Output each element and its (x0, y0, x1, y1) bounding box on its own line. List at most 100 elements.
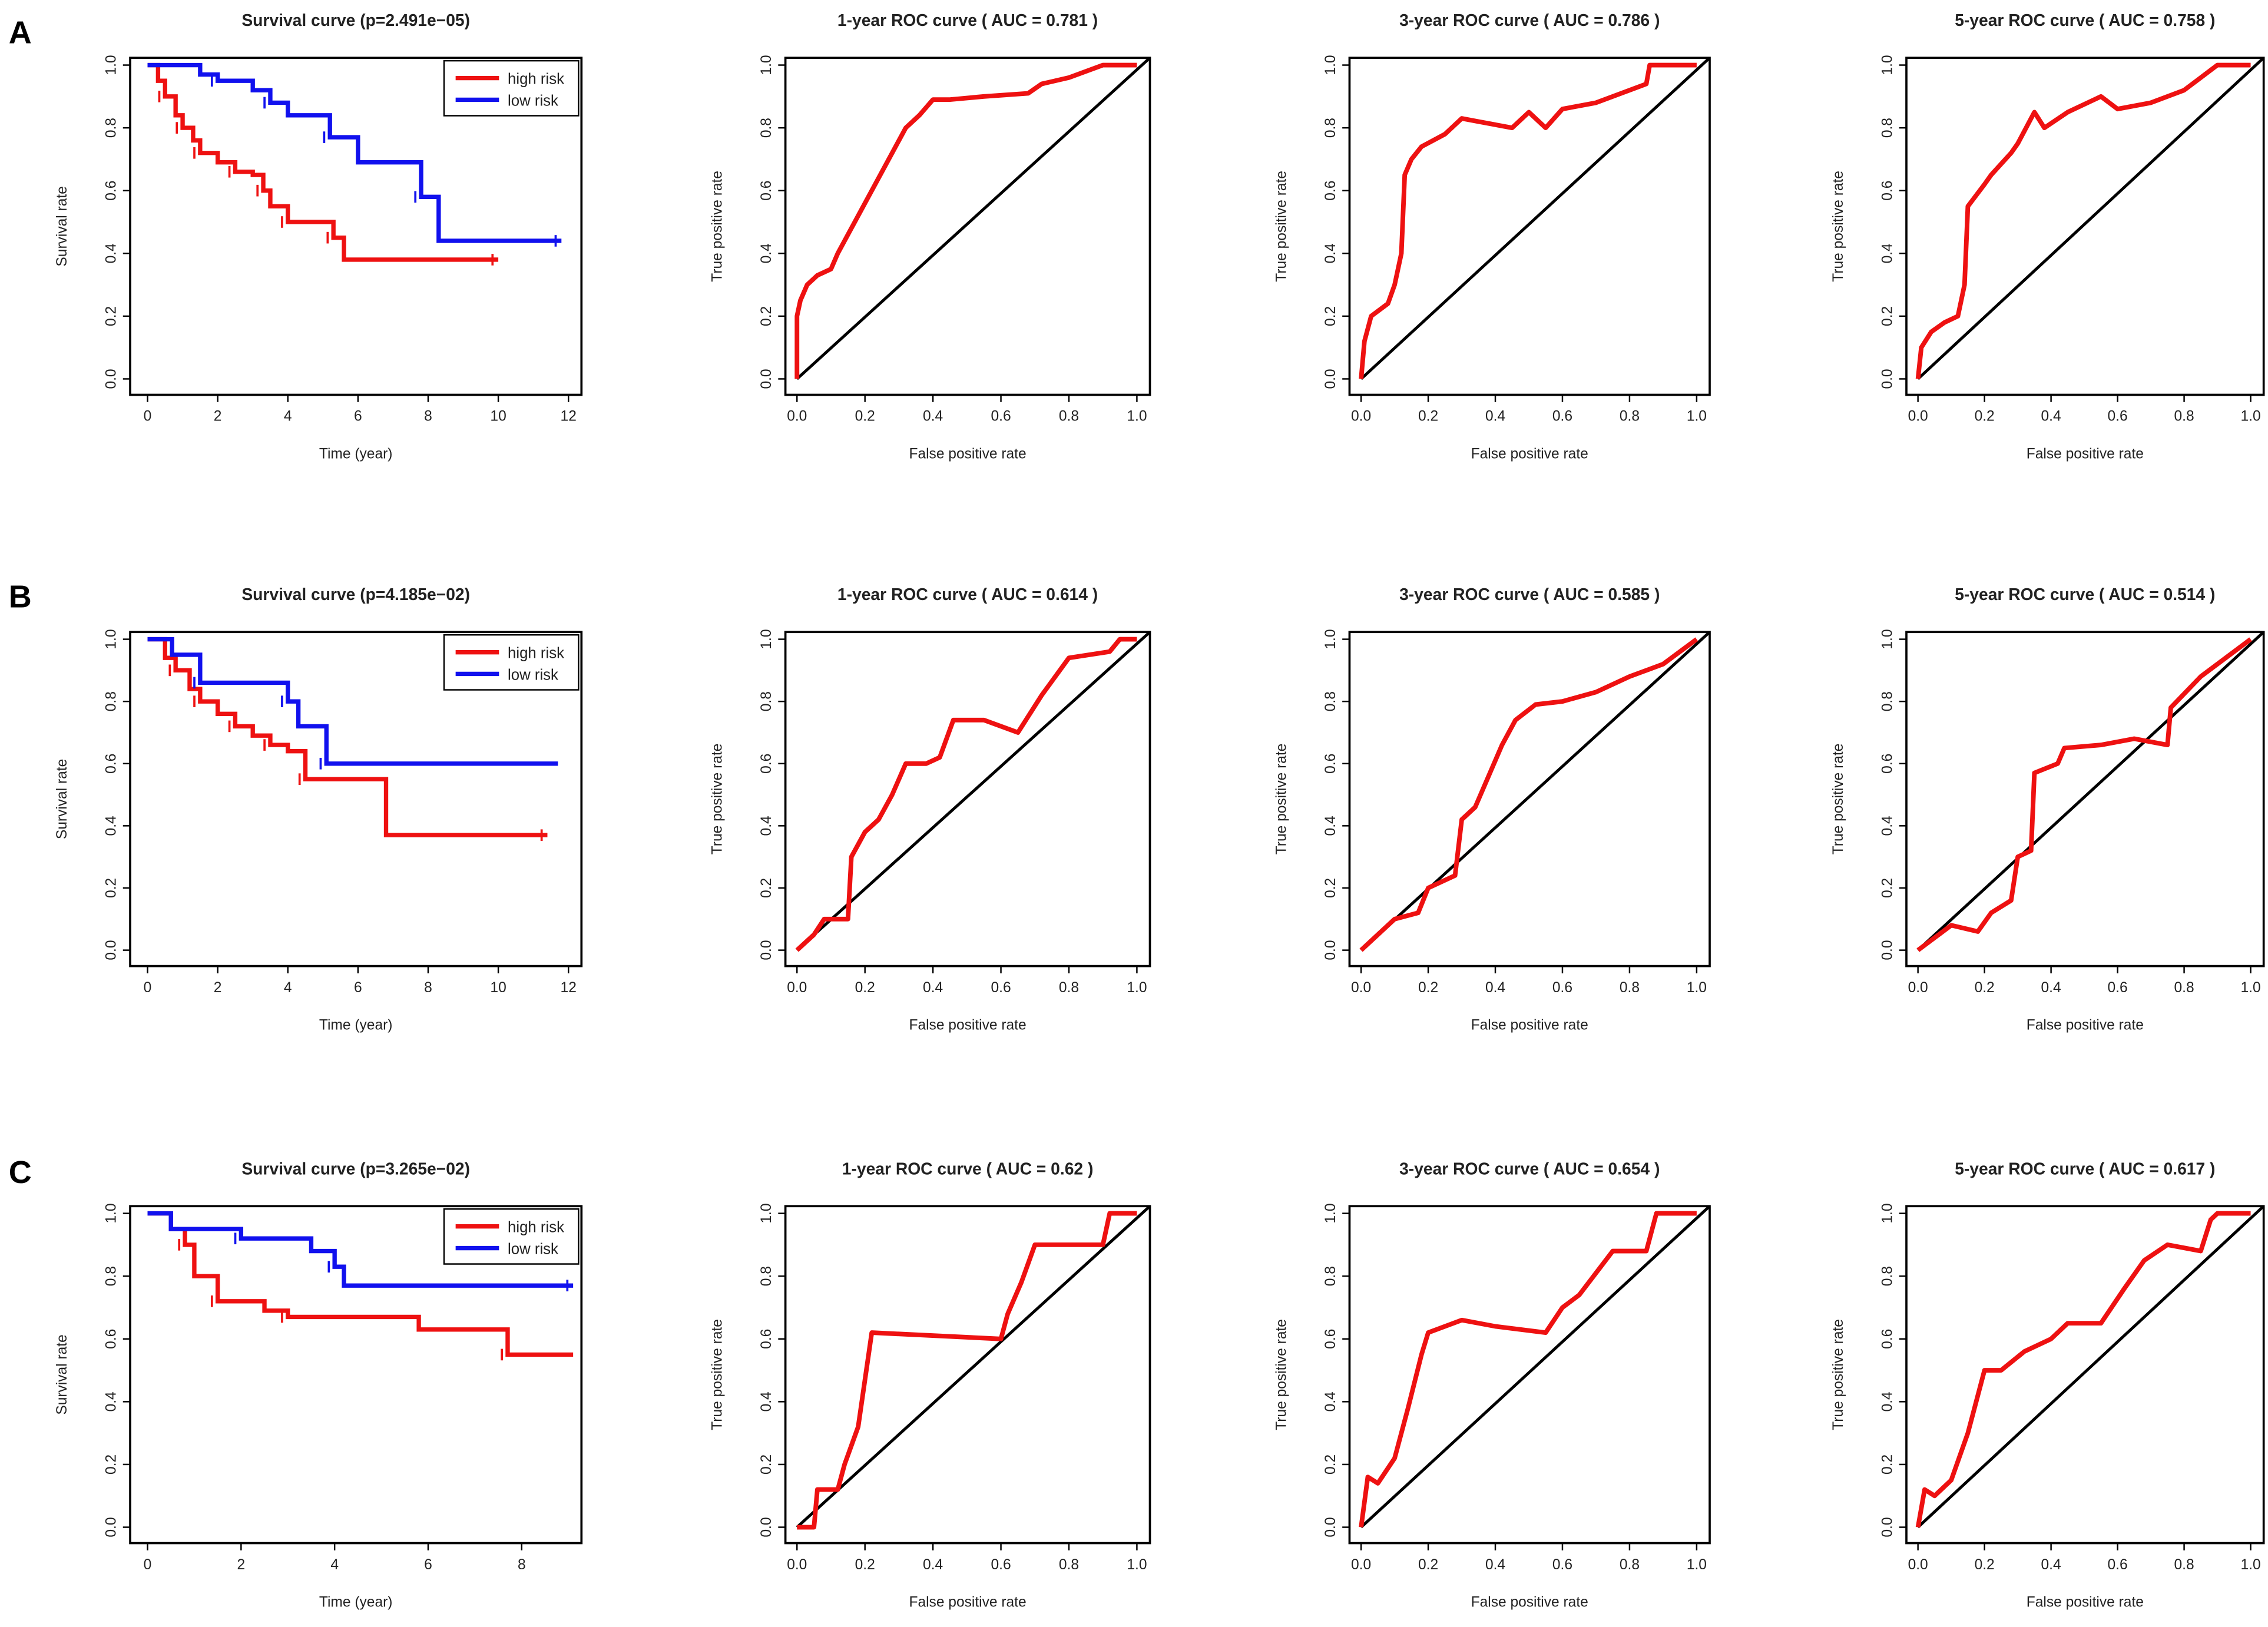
y-axis-label: True positive rate (1273, 744, 1289, 855)
y-tick-label: 0.6 (759, 754, 774, 774)
y-axis-label: Survival rate (54, 1334, 70, 1414)
survival-line-high-risk (147, 62, 499, 262)
x-tick-label: 1.0 (1127, 1557, 1147, 1573)
y-tick-label: 0.4 (759, 243, 774, 263)
y-tick-label: 0.8 (1879, 1266, 1895, 1286)
roc-chart-3: 5-year ROC curve ( AUC = 0.758 ) 0.0 0.2 0.… (1830, 11, 2265, 462)
x-tick-label: 0.6 (991, 1557, 1011, 1573)
legend-box (443, 1208, 580, 1265)
x-tick-label: 1.0 (1687, 1557, 1707, 1573)
y-tick-label: 0.8 (759, 691, 774, 711)
y-tick-label: 0.4 (1323, 1391, 1339, 1411)
y-tick-label: 0.8 (103, 118, 119, 138)
y-axis-label: True positive rate (1273, 1319, 1289, 1430)
plot-frame (1905, 1205, 2265, 1545)
y-axis-label: True positive rate (1830, 171, 1846, 282)
legend-box (443, 59, 580, 117)
roc-curve-line (1915, 1211, 2251, 1528)
x-tick-label: 0.6 (991, 980, 1011, 996)
y-tick-label: 1.0 (1323, 629, 1339, 649)
x-tick-label: 0.2 (1418, 1557, 1438, 1573)
x-tick-label: 0.4 (1485, 409, 1505, 425)
x-axis-label: False positive rate (909, 1018, 1026, 1033)
y-tick-label: 1.0 (103, 629, 119, 649)
chart-title: Survival curve (p=2.491e−05) (241, 11, 470, 29)
y-tick-label: 0.0 (1323, 369, 1339, 389)
x-tick-label: 12 (561, 980, 577, 996)
y-tick-label: 0.4 (1879, 243, 1895, 263)
roc-curve-line (794, 62, 1137, 379)
survival-chart-4: Survival curve (p=4.185e−02) 0 2 4 6 8 10 12 0.0… (54, 585, 583, 1033)
x-tick-label: 8 (518, 1557, 526, 1573)
panel-label-a: A (9, 15, 32, 51)
x-tick-label: 0 (144, 1557, 152, 1573)
y-tick-label: 0.4 (103, 243, 119, 263)
y-tick-label: 0.8 (1323, 1266, 1339, 1286)
y-tick-label: 0.6 (1879, 754, 1895, 774)
survival-line-high-risk (147, 637, 548, 837)
y-tick-label: 0.2 (1879, 306, 1895, 326)
y-tick-label: 0.0 (759, 1517, 774, 1537)
x-tick-label: 0.0 (1908, 1557, 1928, 1573)
y-tick-label: 0.6 (1879, 181, 1895, 201)
x-tick-label: 1.0 (1687, 409, 1707, 425)
x-tick-label: 4 (284, 409, 292, 425)
roc-curve-line (1916, 637, 2252, 952)
chart-title: Survival curve (p=4.185e−02) (241, 585, 470, 604)
panel-label-b: B (9, 579, 32, 615)
x-tick-label: 0.4 (2041, 409, 2061, 425)
x-tick-label: 0.2 (1418, 409, 1438, 425)
x-tick-label: 0.8 (1620, 1557, 1640, 1573)
roc-chart-6: 3-year ROC curve ( AUC = 0.585 ) 0.0 0.2 0.… (1273, 585, 1711, 1033)
y-axis-label: True positive rate (710, 171, 726, 282)
y-tick-label: 0.6 (103, 1329, 119, 1349)
y-tick-label: 0.4 (1879, 816, 1895, 836)
x-tick-label: 0.8 (2174, 409, 2194, 425)
y-tick-label: 0.0 (759, 940, 774, 960)
y-tick-label: 0.6 (103, 754, 119, 774)
x-tick-label: 0.2 (1975, 409, 1995, 425)
y-tick-label: 1.0 (103, 1204, 119, 1224)
roc-curve-line (1359, 1211, 1697, 1528)
y-axis-label: Survival rate (54, 186, 70, 266)
x-axis-label: False positive rate (1471, 1018, 1588, 1033)
diagonal-reference-line (1916, 631, 2265, 952)
y-tick-label: 0.6 (1323, 754, 1339, 774)
y-tick-label: 1.0 (759, 55, 774, 75)
diagonal-reference-line (796, 631, 1151, 952)
x-tick-label: 6 (354, 980, 362, 996)
x-axis-label: Time (year) (319, 446, 393, 462)
y-tick-label: 0.4 (1879, 1391, 1895, 1411)
x-tick-label: 0.8 (2174, 1557, 2194, 1573)
y-tick-label: 0.4 (1323, 243, 1339, 263)
x-tick-label: 0.8 (2174, 980, 2194, 996)
x-tick-label: 1.0 (2240, 409, 2260, 425)
plot-frame (1348, 57, 1711, 396)
y-tick-label: 0.2 (103, 306, 119, 326)
legend-label: high risk (508, 1220, 564, 1236)
x-tick-label: 0.4 (1485, 1557, 1505, 1573)
y-tick-label: 1.0 (1879, 55, 1895, 75)
y-axis-label: True positive rate (710, 744, 726, 855)
x-axis-label: Time (year) (319, 1018, 393, 1033)
chart-title: 5-year ROC curve ( AUC = 0.617 ) (1955, 1159, 2215, 1178)
y-tick-label: 0.0 (103, 940, 119, 960)
roc-chart-1: 1-year ROC curve ( AUC = 0.781 ) 0.0 0.2 0.… (710, 11, 1151, 462)
y-tick-label: 0.2 (103, 1454, 119, 1474)
roc-curve-line (1359, 62, 1697, 379)
plot-frame (1348, 631, 1711, 967)
plot-frame (129, 1205, 583, 1545)
x-tick-label: 0.0 (1908, 980, 1928, 996)
y-tick-label: 1.0 (1879, 1204, 1895, 1224)
x-axis-label: False positive rate (2027, 1595, 2144, 1611)
x-tick-label: 0.8 (1620, 409, 1640, 425)
x-axis-label: False positive rate (2027, 1018, 2144, 1033)
plot-frame (129, 57, 583, 396)
diagonal-reference-line (1360, 1205, 1711, 1529)
x-tick-label: 0.2 (1975, 1557, 1995, 1573)
x-tick-label: 0.2 (855, 409, 875, 425)
x-tick-label: 2 (214, 980, 222, 996)
x-tick-label: 10 (490, 980, 506, 996)
x-tick-label: 2 (214, 409, 222, 425)
